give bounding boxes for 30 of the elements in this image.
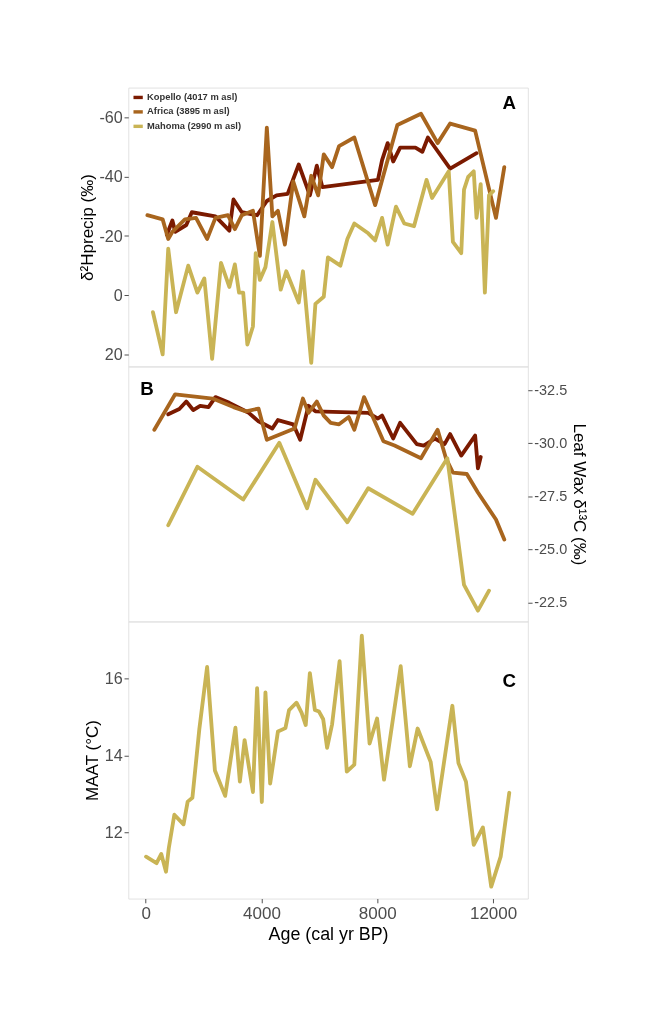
line-series <box>152 392 507 542</box>
y-tick-label: -20 <box>99 226 123 245</box>
x-tick-label: 4000 <box>243 903 281 923</box>
annotation: B <box>140 377 154 399</box>
legend-label: Africa (3895 m asl) <box>147 106 230 117</box>
y2-tick-label: -30.0 <box>534 434 568 451</box>
x-tick-label: 0 <box>141 903 151 923</box>
x-tick-label: 12000 <box>469 903 518 923</box>
y2-tick-label: -22.5 <box>534 594 568 611</box>
y-axis-title: MAAT (°C) <box>83 720 103 801</box>
line-series <box>166 440 491 613</box>
y-tick-label: 20 <box>104 345 123 364</box>
y-tick-label: -40 <box>99 167 123 186</box>
y-axis-title: δ²Hprecip (‰) <box>77 174 97 281</box>
y2-tick-label: -27.5 <box>534 487 568 504</box>
y2-tick-label: -25.0 <box>534 540 568 557</box>
annotation: C <box>502 669 516 691</box>
y-tick-label: 0 <box>113 285 123 304</box>
y2-tick-label: -32.5 <box>534 381 568 398</box>
y-tick-label: 12 <box>104 822 123 841</box>
x-tick-label: 8000 <box>358 903 397 923</box>
legend-label: Mahoma (2990 m asl) <box>147 120 242 131</box>
y2-axis-title: Leaf Wax δ¹³C (‰) <box>570 423 589 566</box>
line-series <box>151 169 496 365</box>
y-tick-label: 16 <box>104 669 123 687</box>
annotation: A <box>502 91 516 113</box>
x-axis-title: Age (cal yr BP) <box>268 923 389 944</box>
y-tick-label: 14 <box>104 745 123 764</box>
legend-label: Kopello (4017 m asl) <box>147 91 238 102</box>
y-tick-label: -60 <box>99 107 123 126</box>
